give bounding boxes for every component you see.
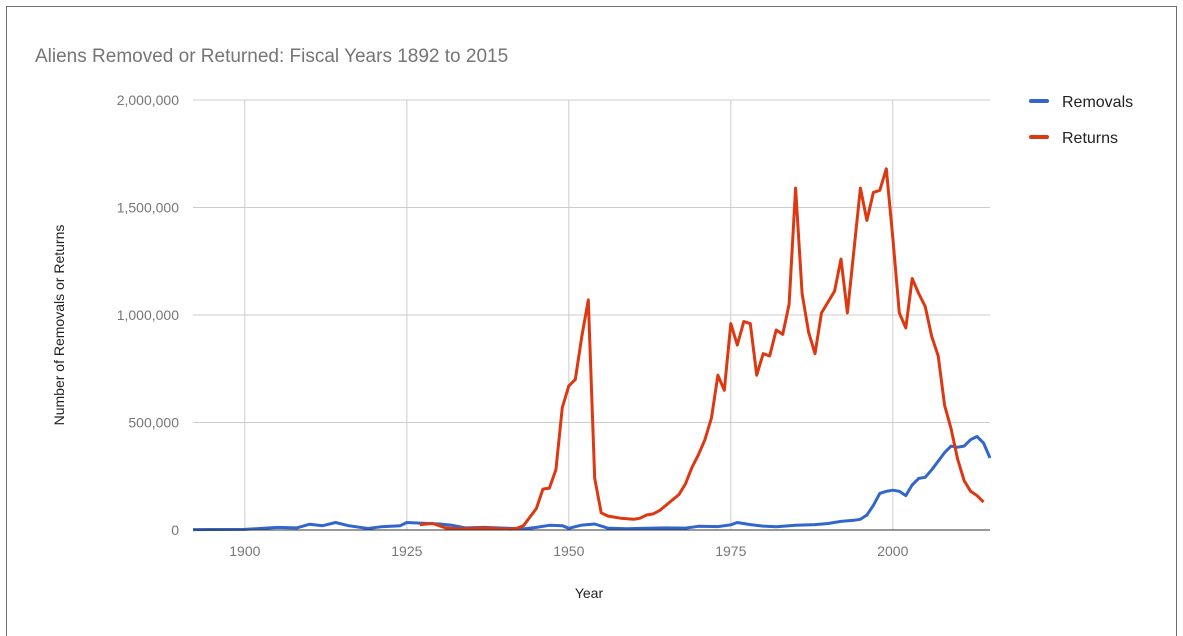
- x-tick-label: 1900: [229, 543, 260, 559]
- legend-label: Removals: [1062, 94, 1133, 111]
- x-tick-label: 1975: [715, 543, 746, 559]
- x-axis-ticks: 1900 1925 1950 1975 2000: [229, 543, 908, 559]
- legend-item-removals: Removals: [1029, 94, 1133, 111]
- y-axis-ticks: 0 500,000 1,000,000 1,500,000 2,000,000: [117, 92, 180, 538]
- x-axis-label: Year: [575, 585, 604, 601]
- y-tick-label: 0: [171, 522, 179, 538]
- legend-label: Returns: [1062, 130, 1118, 147]
- x-tick-label: 1925: [391, 543, 422, 559]
- series-line-returns: [419, 167, 985, 531]
- y-axis-label: Number of Removals or Returns: [51, 225, 67, 426]
- y-tick-label: 500,000: [128, 415, 179, 431]
- x-tick-label: 2000: [877, 543, 908, 559]
- series-lines: [192, 167, 992, 532]
- series-line-removals: [192, 435, 992, 532]
- legend: Removals Returns: [1029, 94, 1133, 147]
- chart-frame: [6, 6, 1177, 636]
- x-tick-label: 1950: [553, 543, 584, 559]
- grid-lines: [193, 99, 990, 530]
- y-tick-label: 1,000,000: [117, 307, 179, 323]
- y-tick-label: 1,500,000: [117, 200, 179, 216]
- legend-item-returns: Returns: [1029, 130, 1118, 147]
- chart-title: Aliens Removed or Returned: Fiscal Years…: [35, 46, 508, 67]
- y-tick-label: 2,000,000: [117, 92, 179, 108]
